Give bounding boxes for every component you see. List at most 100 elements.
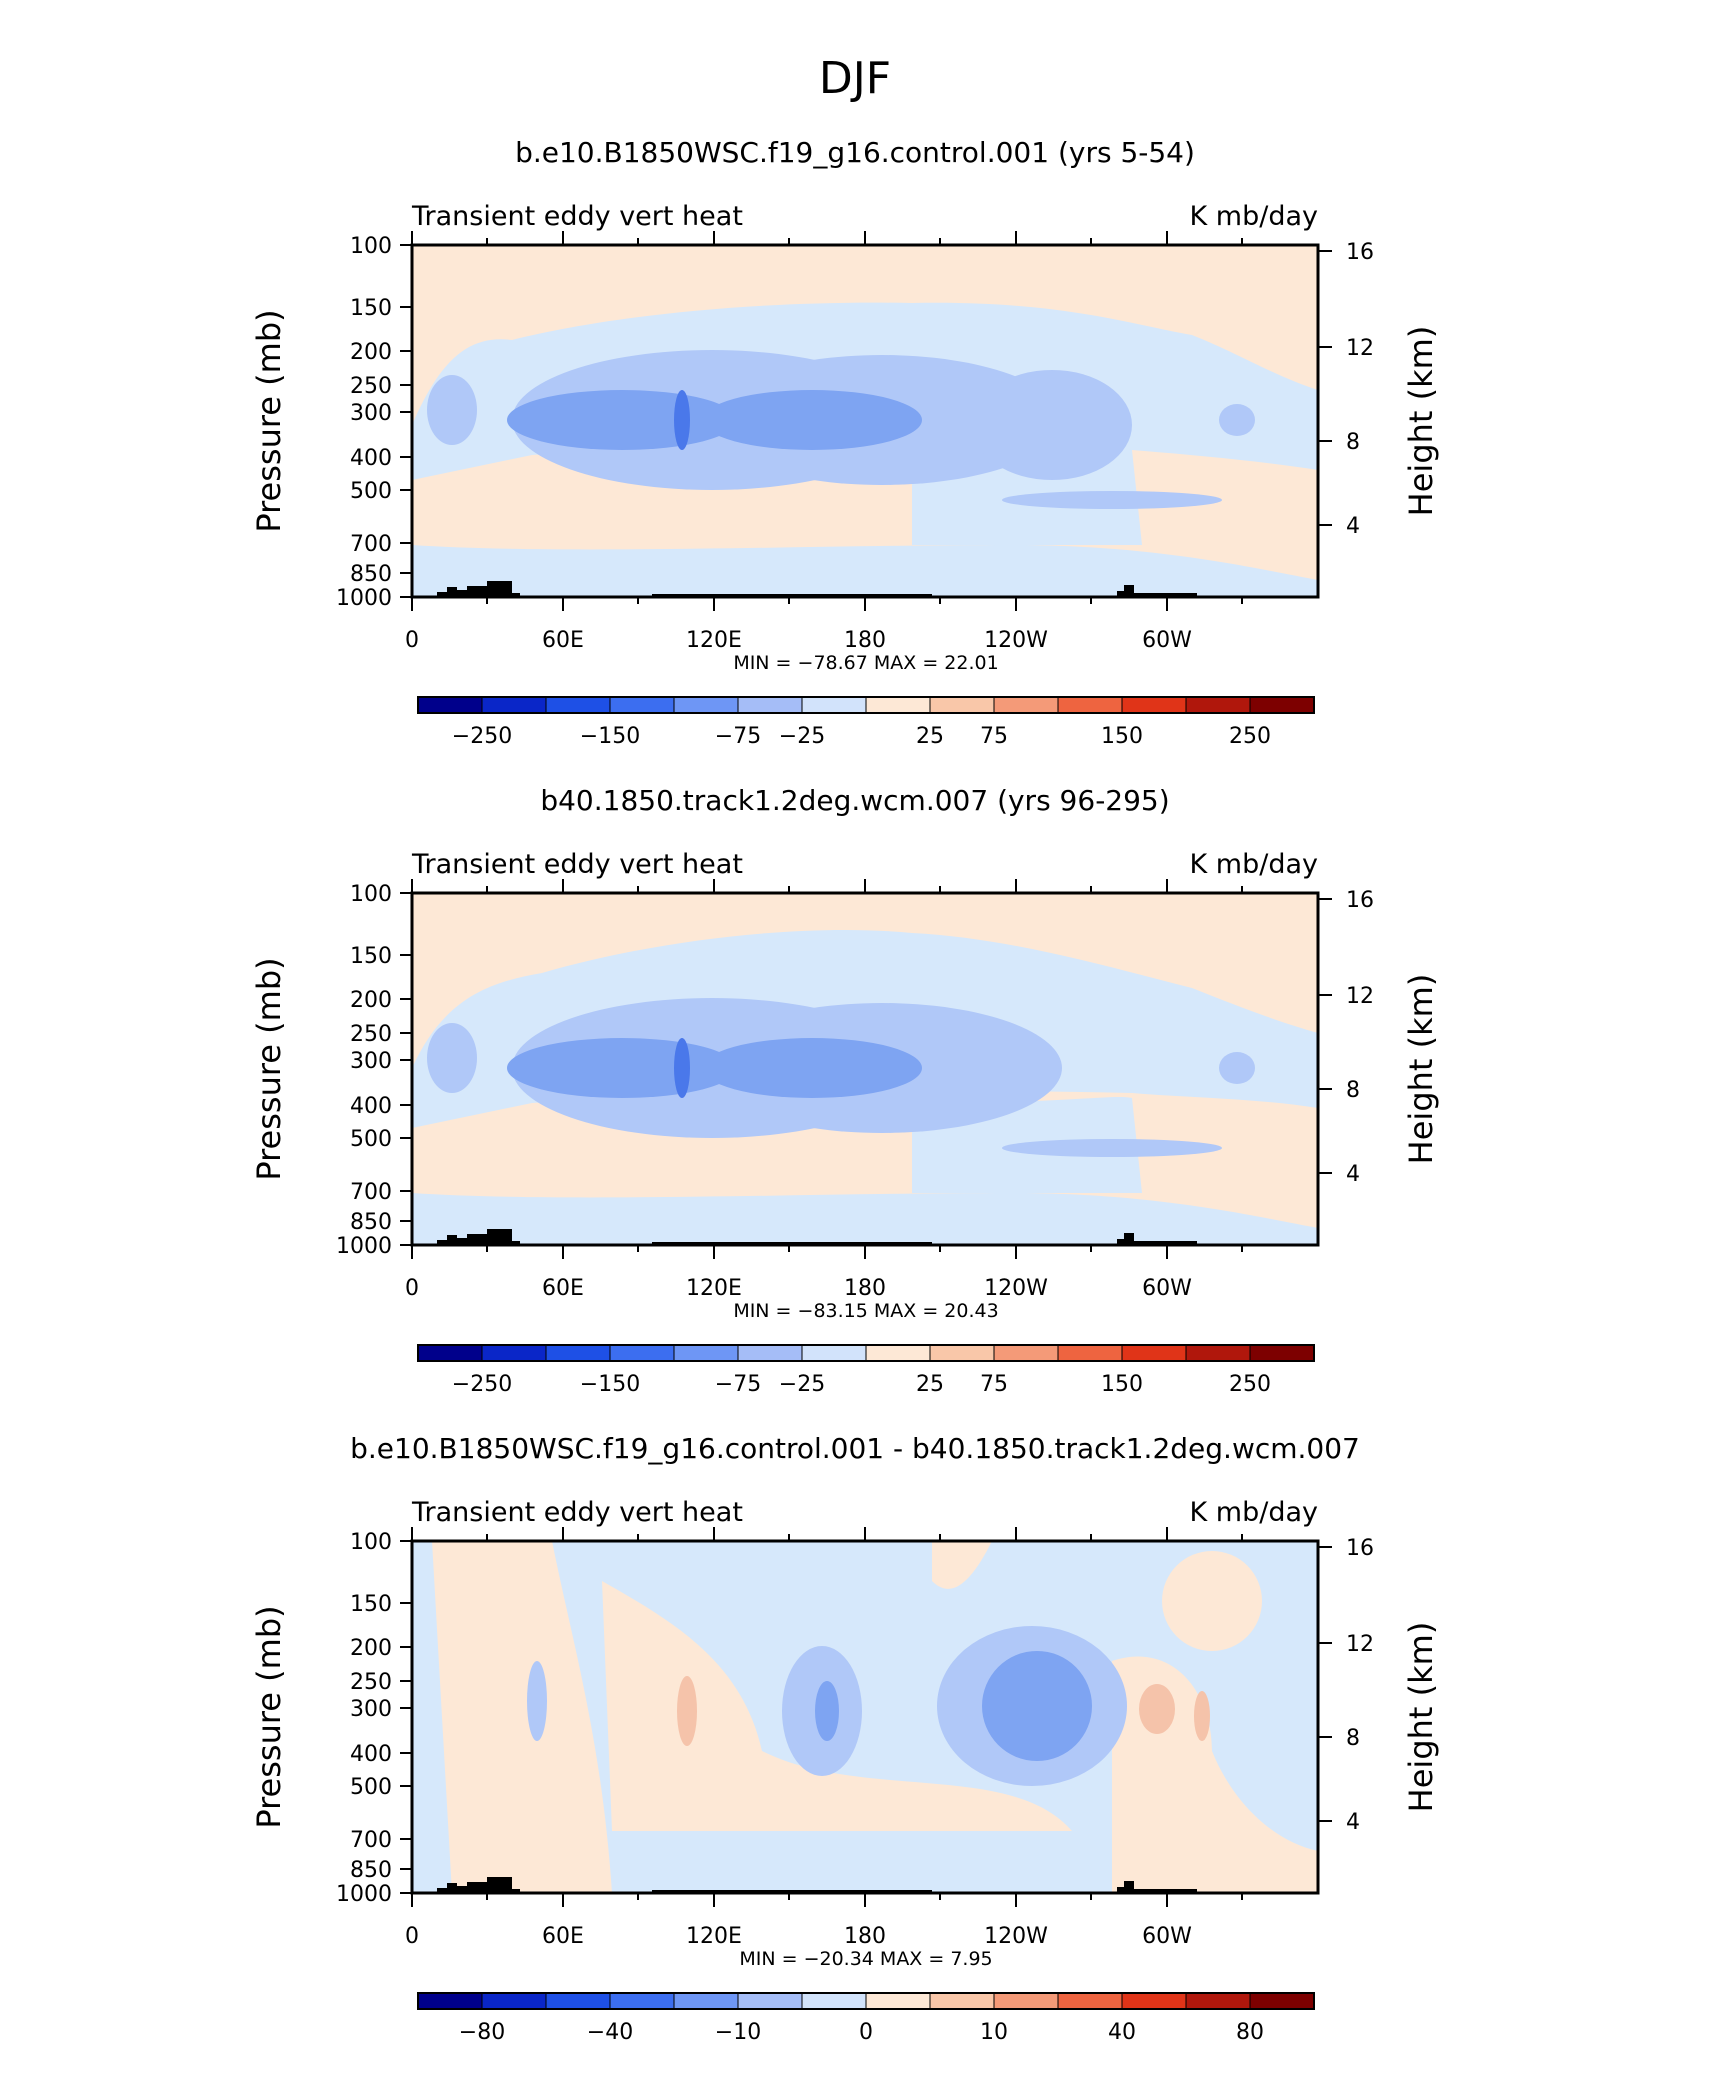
colorbar-swatch	[545, 1992, 611, 2010]
y-tick-label: 100	[350, 882, 392, 907]
y-axis-label: Pressure (mb)	[250, 1605, 288, 1828]
colorbar-label: 25	[916, 1372, 944, 1397]
contour-band-lower	[412, 545, 1318, 597]
colorbar-swatch	[1121, 696, 1187, 714]
colorbar-swatch	[481, 696, 547, 714]
colorbar-label: 25	[916, 724, 944, 749]
x-tick-label: 60E	[542, 628, 584, 653]
contour-core	[702, 1038, 922, 1098]
x-tick-label: 120E	[686, 628, 742, 653]
colorbar-label: 40	[1108, 2020, 1136, 2045]
colorbar-label: −150	[580, 724, 640, 749]
contour-small	[427, 375, 477, 445]
colorbar-label: 80	[1236, 2020, 1264, 2045]
y2-tick-label: 16	[1346, 888, 1374, 913]
colorbar-swatch	[993, 1344, 1059, 1362]
y2-tick-label: 8	[1346, 430, 1360, 455]
figure-title: DJF	[819, 53, 891, 104]
field-layer	[412, 893, 1318, 1245]
chart-panel-3: b.e10.B1850WSC.f19_g16.control.001 - b40…	[250, 1432, 1440, 2045]
min-max-text: MIN = −20.34 MAX = 7.95	[739, 1948, 992, 1970]
right-subtitle: K mb/day	[1190, 201, 1319, 232]
colorbar-label: 150	[1101, 724, 1143, 749]
contour-lower-band	[1002, 1139, 1222, 1157]
contour-small	[427, 1023, 477, 1093]
colorbar-swatch	[417, 1992, 483, 2010]
colorbar-frame	[417, 1344, 1315, 1362]
y-tick-label: 700	[350, 1828, 392, 1853]
colorbar-label: 75	[980, 724, 1008, 749]
colorbar-swatch	[609, 1992, 675, 2010]
y-tick-label: 1000	[336, 1234, 392, 1259]
colorbar-label: −25	[779, 1372, 825, 1397]
colorbar-swatch	[737, 696, 803, 714]
colorbar-label: −40	[587, 2020, 633, 2045]
left-subtitle: Transient eddy vert heat	[411, 201, 743, 232]
contour-band-lower	[412, 1193, 1318, 1245]
y-tick-label: 700	[350, 532, 392, 557]
topography	[437, 581, 1197, 597]
y-tick-label: 150	[350, 296, 392, 321]
x-tick-label: 180	[844, 628, 886, 653]
topography	[437, 1229, 1197, 1245]
topography	[437, 1877, 1197, 1893]
colorbar-swatch	[929, 1992, 995, 2010]
colorbar-swatch	[1121, 1992, 1187, 2010]
colorbar-swatch	[545, 1344, 611, 1362]
colorbar-swatch	[801, 1344, 867, 1362]
min-max-text: MIN = −83.15 MAX = 20.43	[733, 1300, 998, 1322]
contour-peak	[674, 1038, 690, 1098]
x-tick-label: 60W	[1142, 1276, 1192, 1301]
panels-container: b.e10.B1850WSC.f19_g16.control.001 (yrs …	[250, 136, 1440, 2045]
contour-negative-region	[527, 1661, 547, 1741]
y-tick-label: 250	[350, 374, 392, 399]
x-tick-label: 0	[405, 628, 419, 653]
contour-positive-core	[1139, 1684, 1175, 1734]
colorbar-label: −250	[452, 1372, 512, 1397]
colorbar-label: 250	[1229, 1372, 1271, 1397]
colorbar-label: 250	[1229, 724, 1271, 749]
colorbar-swatch	[993, 696, 1059, 714]
contour-positive-region	[432, 1541, 612, 1893]
x-tick-label: 120W	[984, 628, 1048, 653]
colorbar-swatch	[865, 1992, 931, 2010]
contour-lower-band	[1002, 491, 1222, 509]
x-tick-label: 60W	[1142, 628, 1192, 653]
chart-panel-2: b40.1850.track1.2deg.wcm.007 (yrs 96-295…	[250, 784, 1440, 1397]
x-tick-label: 120W	[984, 1924, 1048, 1949]
x-tick-label: 120E	[686, 1276, 742, 1301]
colorbar-swatch	[1249, 1992, 1315, 2010]
y-tick-label: 1000	[336, 1882, 392, 1907]
colorbar-label: 10	[980, 2020, 1008, 2045]
y2-tick-label: 16	[1346, 1536, 1374, 1561]
y-tick-label: 500	[350, 1775, 392, 1800]
colorbar-swatch	[1185, 1344, 1251, 1362]
field-layer	[412, 1541, 1318, 1893]
min-max-text: MIN = −78.67 MAX = 22.01	[733, 652, 998, 674]
y-tick-label: 1000	[336, 586, 392, 611]
x-tick-label: 60E	[542, 1276, 584, 1301]
colorbar-swatch	[481, 1344, 547, 1362]
colorbar-label: −75	[715, 1372, 761, 1397]
y-tick-label: 850	[350, 562, 392, 587]
y-tick-label: 700	[350, 1180, 392, 1205]
y-tick-label: 150	[350, 944, 392, 969]
colorbar-swatch	[609, 696, 675, 714]
y-tick-label: 850	[350, 1210, 392, 1235]
x-tick-label: 120W	[984, 1276, 1048, 1301]
colorbar-swatch	[1057, 696, 1123, 714]
y2-tick-label: 8	[1346, 1726, 1360, 1751]
colorbar-label: 75	[980, 1372, 1008, 1397]
y-tick-label: 100	[350, 234, 392, 259]
y-tick-label: 150	[350, 1592, 392, 1617]
colorbar-label: −75	[715, 724, 761, 749]
contour-peak	[674, 390, 690, 450]
field-layer	[412, 245, 1318, 597]
colorbar-swatch	[801, 696, 867, 714]
x-tick-label: 180	[844, 1924, 886, 1949]
colorbar-swatch	[1185, 1992, 1251, 2010]
colorbar-label: −10	[715, 2020, 761, 2045]
colorbar-swatch	[673, 696, 739, 714]
colorbar-swatch	[865, 696, 931, 714]
y2-axis-label: Height (km)	[1402, 1622, 1440, 1813]
